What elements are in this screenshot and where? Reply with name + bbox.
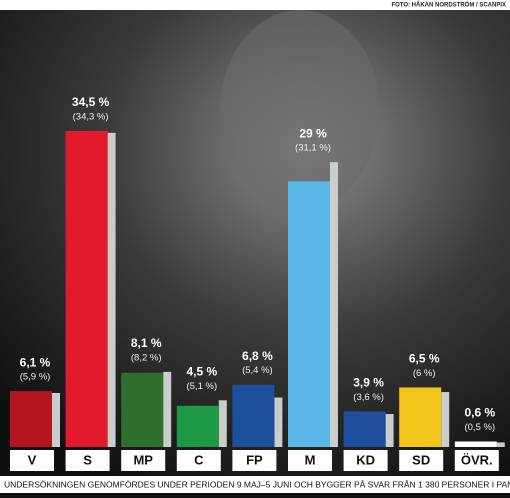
category-box xyxy=(121,450,166,471)
bar xyxy=(343,411,386,447)
previous-bar xyxy=(107,132,116,447)
previous-bar xyxy=(441,392,450,447)
category-box xyxy=(288,450,332,471)
x-tick-label: M xyxy=(305,452,316,467)
value-label: 6,8 % xyxy=(242,349,273,363)
previous-bar xyxy=(496,442,505,447)
previous-bar xyxy=(385,414,394,447)
x-tick-label: C xyxy=(194,452,204,467)
previous-bar xyxy=(330,162,338,447)
x-tick-label: KD xyxy=(356,452,375,467)
category-box xyxy=(65,450,110,471)
category-box xyxy=(10,450,54,471)
bar xyxy=(10,391,52,447)
footnote: UNDERSÖKNINGEN GENOMFÖRDES UNDER PERIODE… xyxy=(4,479,510,489)
bar xyxy=(399,387,442,447)
x-tick-label: MP xyxy=(133,452,153,467)
previous-value-label: (6 %) xyxy=(413,368,436,379)
previous-value-label: (5,4 %) xyxy=(242,365,273,376)
bar xyxy=(121,372,164,447)
previous-value-label: (5,9 %) xyxy=(20,372,51,383)
photo-figure xyxy=(220,10,380,210)
x-tick-label: ÖVR. xyxy=(461,452,493,467)
category-box xyxy=(343,450,388,471)
category-box xyxy=(232,450,277,471)
x-tick-label: S xyxy=(83,452,92,467)
value-label: 34,5 % xyxy=(72,95,110,109)
previous-value-label: (0,5 %) xyxy=(464,422,495,433)
value-label: 0,6 % xyxy=(464,406,495,420)
value-label: 3,9 % xyxy=(353,375,384,389)
bar xyxy=(176,405,219,447)
x-tick-label: FP xyxy=(246,452,263,467)
x-tick-label: V xyxy=(28,452,37,467)
value-label: 4,5 % xyxy=(186,364,217,378)
previous-bar xyxy=(163,371,172,447)
category-box xyxy=(399,450,444,471)
bar xyxy=(65,131,108,447)
photo-credit: FOTO: HÅKAN NORDSTRÖM / SCANPIX xyxy=(391,2,506,9)
previous-value-label: (3,6 %) xyxy=(353,392,384,403)
previous-bar xyxy=(218,400,227,447)
previous-value-label: (5,1 %) xyxy=(186,381,217,392)
bar xyxy=(454,441,497,447)
x-tick-label: SD xyxy=(412,452,430,467)
previous-bar xyxy=(274,397,283,447)
previous-value-label: (31,1 %) xyxy=(295,143,331,154)
value-label: 6,1 % xyxy=(20,355,51,369)
bar xyxy=(288,181,330,447)
previous-value-label: (8,2 %) xyxy=(131,352,162,363)
previous-bar xyxy=(52,392,60,447)
value-label: 8,1 % xyxy=(131,336,162,350)
category-box xyxy=(176,450,221,471)
category-box xyxy=(454,450,499,471)
value-label: 29 % xyxy=(299,126,327,140)
previous-value-label: (34,3 %) xyxy=(73,112,109,123)
bar xyxy=(232,384,275,447)
value-label: 6,5 % xyxy=(409,352,440,366)
